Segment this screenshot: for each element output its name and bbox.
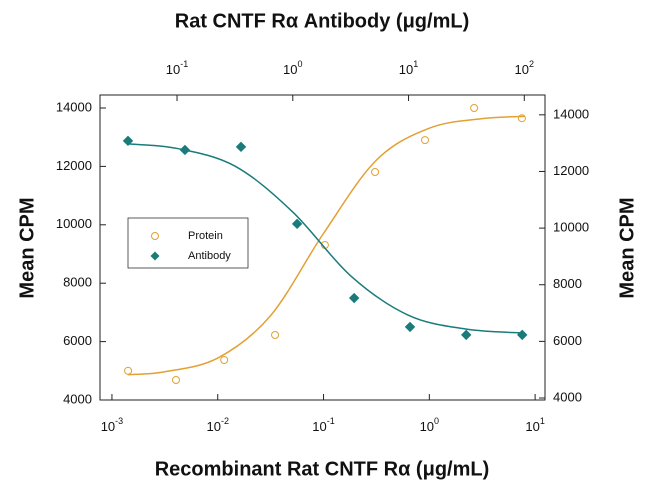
data-point: [124, 366, 133, 375]
x2-tick-label: 10-1: [166, 59, 188, 77]
y-tick-label: 14000: [56, 99, 92, 114]
data-point: [517, 114, 526, 123]
tick-base: 10: [399, 62, 413, 77]
tick-base: 10: [420, 419, 434, 434]
y-axis-title: Mean CPM: [16, 197, 38, 298]
y2-tick-label: 14000: [553, 106, 589, 121]
legend-marker: [150, 251, 160, 261]
data-point: [404, 321, 416, 333]
x2-tick-label: 100: [283, 59, 302, 77]
data-point: [461, 329, 472, 341]
data-point: [235, 141, 247, 153]
plot-frame: [99, 94, 546, 401]
y2-tick-label: 10000: [553, 220, 589, 235]
tick-exponent: -3: [115, 416, 123, 426]
x2-tick-label: 102: [515, 59, 534, 77]
tick-exponent: -1: [180, 59, 188, 69]
tick-exponent: 1: [540, 416, 545, 426]
data-point: [122, 135, 134, 147]
legend-box: [127, 217, 249, 269]
tick-base: 10: [515, 62, 529, 77]
x-tick-label: 100: [420, 416, 439, 434]
top-axis-title: Rat CNTF Rα Antibody (μg/mL): [175, 10, 470, 32]
y-tick-label: 12000: [56, 158, 92, 173]
tick-base: 10: [312, 419, 326, 434]
tick-exponent: -1: [327, 416, 335, 426]
data-point: [171, 375, 180, 384]
legend-label: Antibody: [188, 250, 231, 262]
y-tick-label: 6000: [63, 333, 92, 348]
data-point: [179, 144, 191, 156]
y2-axis-title: Mean CPM: [616, 197, 638, 298]
data-point: [291, 218, 303, 230]
y2-tick-label: 8000: [553, 276, 582, 291]
x-tick-label: 10-2: [206, 416, 228, 434]
data-point: [470, 103, 479, 112]
tick-exponent: 1: [413, 59, 418, 69]
x-tick-label: 10-3: [101, 416, 123, 434]
tick-base: 10: [283, 62, 297, 77]
y2-tick-label: 4000: [553, 389, 582, 404]
x2-tick-label: 101: [399, 59, 418, 77]
data-point: [220, 355, 229, 364]
y-tick-label: 4000: [63, 391, 92, 406]
x-axis-title: Recombinant Rat CNTF Rα (μg/mL): [155, 458, 490, 480]
x-tick-label: 10-1: [312, 416, 334, 434]
tick-base: 10: [166, 62, 180, 77]
data-point: [420, 136, 429, 145]
legend-marker: [151, 232, 159, 240]
tick-base: 10: [525, 419, 539, 434]
data-point: [271, 330, 280, 339]
data-point: [517, 329, 528, 341]
tick-exponent: 0: [434, 416, 439, 426]
tick-exponent: -2: [221, 416, 229, 426]
y-tick-label: 10000: [56, 216, 92, 231]
x-tick-label: 101: [525, 416, 544, 434]
tick-exponent: 2: [529, 59, 534, 69]
y2-tick-label: 12000: [553, 163, 589, 178]
y-tick-label: 8000: [63, 275, 92, 290]
tick-base: 10: [206, 419, 220, 434]
data-point: [371, 168, 380, 177]
data-point: [348, 292, 360, 304]
y2-tick-label: 6000: [553, 333, 582, 348]
legend-label: Protein: [188, 230, 223, 242]
fit-curve: [127, 115, 525, 376]
tick-base: 10: [101, 419, 115, 434]
tick-exponent: 0: [298, 59, 303, 69]
